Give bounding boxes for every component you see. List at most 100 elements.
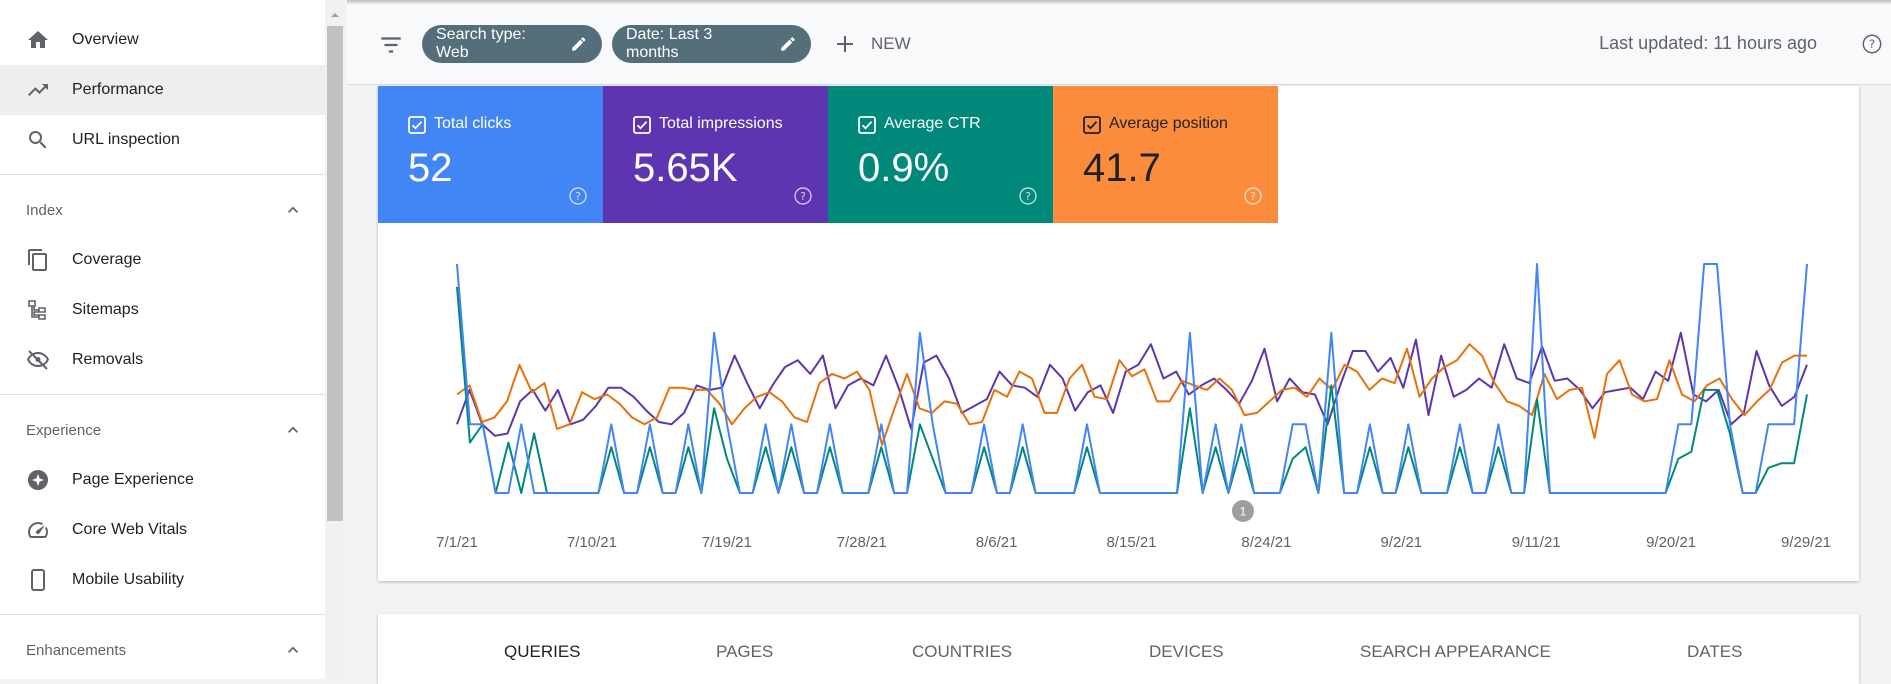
sidebar-item-mobile-usability[interactable]: Mobile Usability [0,555,325,605]
help-icon[interactable]: ? [1243,186,1263,206]
sidebar: Overview Performance URL inspection Inde… [0,0,326,679]
chip-label: Date: Last 3 months [626,26,713,61]
tab-dates[interactable]: DATES [1687,642,1743,661]
search-type-chip[interactable]: Search type: Web [422,25,602,63]
plus-icon [837,36,853,52]
x-tick-label: 7/19/21 [702,534,752,551]
x-tick-label: 8/6/21 [976,534,1018,551]
svg-text:?: ? [1869,37,1875,51]
checkbox-checked-icon[interactable] [858,116,876,134]
search-icon [26,128,50,152]
metric-value: 52 [408,146,453,190]
trending-up-icon [26,78,50,102]
x-tick-label: 8/24/21 [1241,534,1291,551]
help-icon[interactable]: ? [1018,186,1038,206]
metric-value: 0.9% [858,146,950,190]
series-line-position [456,343,1807,446]
section-header-enhancements[interactable]: Enhancements [0,630,325,670]
svg-text:?: ? [1025,190,1031,203]
metric-label: Average position [1109,115,1228,132]
metric-value: 5.65K [633,146,738,190]
checkbox-checked-icon[interactable] [408,116,426,134]
chevron-up-icon [283,200,303,220]
svg-text:?: ? [800,190,806,203]
tab-search-appearance[interactable]: SEARCH APPEARANCE [1360,642,1551,661]
sidebar-item-label: Overview [72,31,139,48]
filter-list-icon[interactable] [378,32,404,58]
tab-devices[interactable]: DEVICES [1149,642,1224,661]
sidebar-item-url-inspection[interactable]: URL inspection [0,115,325,165]
annotation-label: 1 [1240,505,1247,519]
series-line-clicks [456,263,1808,494]
sidebar-item-label: Page Experience [72,471,194,488]
section-header-experience[interactable]: Experience [0,410,325,450]
sidebar-item-label: URL inspection [72,131,180,148]
metric-label: Total impressions [659,115,783,132]
x-tick-label: 7/1/21 [436,534,478,551]
sidebar-item-label: Removals [72,351,144,368]
checkbox-checked-icon[interactable] [1083,116,1101,134]
sidebar-item-coverage[interactable]: Coverage [0,235,325,285]
smartphone-icon [26,568,50,592]
section-header-index[interactable]: Index [0,190,325,230]
divider [0,174,325,175]
tab-countries[interactable]: COUNTRIES [912,642,1013,661]
filter-bar [347,0,1891,85]
svg-text:?: ? [575,190,581,203]
metric-label: Total clicks [434,115,512,132]
sidebar-item-sitemaps[interactable]: Sitemaps [0,285,325,335]
help-icon[interactable]: ? [1861,33,1883,55]
x-tick-label: 9/2/21 [1380,534,1422,551]
chip-label: Search type: Web [436,26,526,61]
visibility-off-icon [26,348,50,372]
metric-average-ctr[interactable]: Average CTR 0.9%? [828,86,1053,223]
series-line-impressions [456,331,1808,437]
x-tick-label: 9/29/21 [1781,534,1831,551]
metric-total-clicks[interactable]: Total clicks 52? [378,86,603,223]
last-updated-text: Last updated: 11 hours ago [1599,33,1817,53]
tab-queries[interactable]: QUERIES [504,642,581,661]
sidebar-item-core-web-vitals[interactable]: Core Web Vitals [0,505,325,555]
svg-text:?: ? [1250,190,1256,203]
home-icon [26,28,50,52]
x-tick-label: 9/20/21 [1646,534,1696,551]
metric-total-impressions[interactable]: Total impressions 5.65K? [603,86,828,223]
sidebar-item-label: Coverage [72,251,142,268]
sidebar-item-label: Core Web Vitals [72,521,188,538]
tab-pages[interactable]: PAGES [716,642,774,661]
chevron-up-icon [283,640,303,660]
divider [0,614,325,615]
edit-icon [781,37,795,51]
metric-label: Average CTR [884,115,981,132]
sidebar-item-label: Sitemaps [72,301,139,318]
scroll-up-arrow-icon[interactable] [329,8,341,20]
copy-icon [26,248,50,272]
sitemap-icon [26,298,50,322]
help-icon[interactable]: ? [793,186,813,206]
sidebar-item-label: Performance [72,81,164,98]
date-range-chip[interactable]: Date: Last 3 months [612,25,811,63]
help-icon[interactable]: ? [568,186,588,206]
performance-chart: 7/1/21 7/10/21 7/19/21 7/28/21 8/6/21 8/15/21… [436,263,1831,551]
metric-average-position[interactable]: Average position 41.7? [1053,86,1278,223]
x-tick-label: 8/15/21 [1106,534,1156,551]
sidebar-scrollbar-thumb[interactable] [327,26,343,521]
checkbox-checked-icon[interactable] [633,116,651,134]
metric-value: 41.7 [1083,146,1161,190]
dimension-tabs: QUERIES PAGES COUNTRIES DEVICES SEARCH A… [378,614,1859,684]
sidebar-item-overview[interactable]: Overview [0,15,325,65]
sidebar-item-removals[interactable]: Removals [0,335,325,385]
sidebar-item-label: Mobile Usability [72,571,185,588]
chevron-up-icon [283,420,303,440]
divider [0,394,325,395]
x-tick-label: 9/11/21 [1512,534,1561,551]
chart-annotation-marker[interactable]: 1 [1232,500,1254,522]
top-shadow [347,0,1891,5]
new-filter-label: NEW [871,34,911,53]
section-label: Experience [26,421,102,439]
sidebar-item-performance[interactable]: Performance [0,65,325,115]
sidebar-item-page-experience[interactable]: Page Experience [0,455,325,505]
edit-icon [572,37,586,51]
x-tick-label: 7/28/21 [837,534,887,551]
new-filter-button[interactable]: NEW [833,31,911,57]
